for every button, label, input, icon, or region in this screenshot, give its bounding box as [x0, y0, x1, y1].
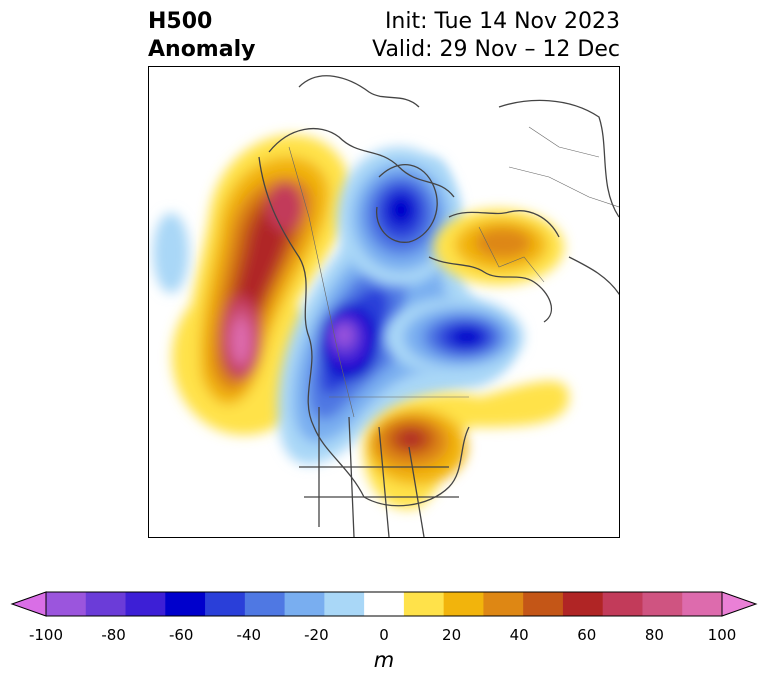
map-panel — [148, 66, 620, 538]
colorbar-tick-label: 40 — [509, 626, 529, 644]
colorbar-tick-label: -100 — [28, 626, 64, 644]
init-date: Init: Tue 14 Nov 2023 — [384, 9, 620, 34]
trough-north-atlantic — [384, 297, 524, 377]
colorbar-segment — [205, 592, 246, 616]
anomaly-map — [153, 75, 619, 537]
coastlines — [258, 75, 619, 537]
colorbar-segment — [125, 592, 166, 616]
colorbar-segment — [46, 592, 87, 616]
colorbar-tick-label: -80 — [101, 626, 126, 644]
colorbar — [10, 591, 758, 617]
political-borders — [288, 126, 619, 418]
colorbar-tick-label: -40 — [236, 626, 262, 644]
colorbar-tick-label: 60 — [577, 626, 597, 644]
colorbar-segment — [562, 592, 604, 616]
colorbar-extend-high — [721, 591, 758, 617]
colorbar-segment — [642, 592, 683, 616]
colorbar-segment — [324, 592, 365, 616]
colorbar-segment — [483, 592, 524, 616]
weak-negative-west-pacific — [153, 213, 189, 293]
chart-title-left: H500 Anomaly — [148, 8, 255, 64]
colorbar-segment — [244, 592, 286, 616]
colorbar-tick-label: 100 — [707, 626, 737, 644]
colorbar-frame — [45, 591, 723, 617]
colorbar-tick-label: 80 — [644, 626, 664, 644]
colorbar-segment — [85, 592, 127, 616]
chart-title-right: Init: Tue 14 Nov 2023 Valid: 29 Nov – 12… — [372, 8, 620, 64]
colorbar-segment — [403, 592, 445, 616]
colorbar-segment — [284, 592, 325, 616]
field-name: H500 — [148, 9, 213, 34]
colorbar-segment — [364, 592, 405, 616]
colorbar-tick-label: -20 — [304, 626, 329, 644]
colorbar-segment — [443, 592, 484, 616]
ridge-eastern-us — [363, 381, 569, 509]
field-subtitle: Anomaly — [148, 37, 256, 62]
colorbar-tick-label: 0 — [379, 626, 389, 644]
ridge-north-pacific-alaska — [172, 134, 351, 435]
colorbar-tick-label: 20 — [442, 626, 462, 644]
colorbar-unit: m — [373, 648, 395, 672]
ridge-scandinavia-russia — [434, 209, 564, 285]
trough-baffin-greenland — [337, 147, 461, 287]
valid-range: Valid: 29 Nov – 12 Dec — [372, 37, 620, 62]
colorbar-segment — [602, 592, 643, 616]
colorbar-segment — [165, 592, 206, 616]
colorbar-segment — [523, 592, 564, 616]
colorbar-extend-low — [10, 591, 47, 617]
colorbar-segment — [682, 592, 723, 616]
colorbar-tick-label: -60 — [168, 626, 194, 644]
